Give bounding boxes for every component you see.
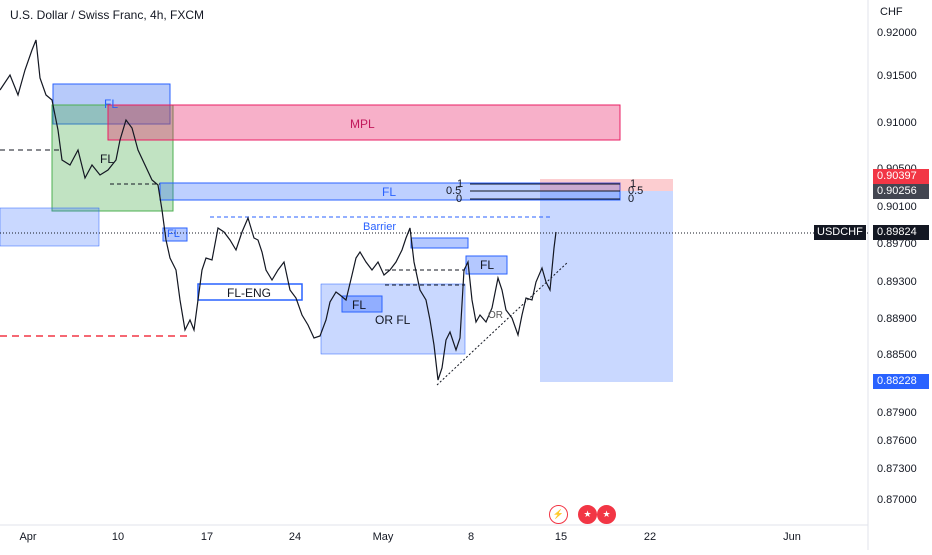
fib-05-right-label: 0.5 <box>628 185 644 197</box>
price-badge-upper: 0.90397 <box>873 169 929 184</box>
barrier-label[interactable]: Barrier <box>363 221 397 233</box>
price-tick: 0.88500 <box>877 349 917 361</box>
date-tick: Jun <box>783 531 801 543</box>
fl-top-label[interactable]: FL <box>104 97 119 111</box>
price-tick: 0.89300 <box>877 276 917 288</box>
price-badge-mid: 0.90256 <box>873 184 929 199</box>
price-tick: 0.87900 <box>877 407 917 419</box>
barrier-box <box>410 237 469 249</box>
fl-mid-label[interactable]: FL <box>382 185 397 199</box>
fib-05-label: 0.5 <box>446 185 462 197</box>
date-tick: 8 <box>467 531 475 543</box>
date-tick: 24 <box>288 531 302 543</box>
date-tick: 15 <box>554 531 568 543</box>
lightning-icon[interactable]: ⚡ <box>549 505 568 524</box>
or-fl-label[interactable]: OR FL <box>375 313 411 327</box>
projection-zone <box>540 191 673 382</box>
fl-small-left-label[interactable]: FL <box>167 228 180 240</box>
mpl-zone <box>107 104 621 141</box>
price-tick: 0.87000 <box>877 494 917 506</box>
fib-1-label: 1 <box>457 178 464 190</box>
price-tick: 0.89700 <box>877 238 917 250</box>
fib-0-right-label: 0 <box>628 193 635 205</box>
fib-0-label: 0 <box>456 193 463 205</box>
price-badge-lower: 0.88228 <box>873 374 929 389</box>
price-line <box>0 39 557 381</box>
projection-red-zone <box>540 179 673 191</box>
price-tick: 0.91000 <box>877 117 917 129</box>
price-tick: 0.91500 <box>877 70 917 82</box>
fl-center-label[interactable]: FL <box>352 298 367 312</box>
symbol-badge: USDCHF <box>814 225 866 240</box>
fl-green-label[interactable]: FL <box>100 152 115 166</box>
price-tick: 0.90100 <box>877 201 917 213</box>
last-price-badge: 0.89824 <box>873 225 929 240</box>
fib-1-right-label: 1 <box>630 178 637 190</box>
us-flag-icon[interactable]: ★ <box>597 505 616 524</box>
date-tick: 22 <box>643 531 657 543</box>
date-tick: Apr <box>19 531 37 543</box>
price-tick: 0.88900 <box>877 313 917 325</box>
fl-eng-label[interactable]: FL-ENG <box>227 286 272 300</box>
or-label[interactable]: OR <box>488 310 503 321</box>
us-flag-icon[interactable]: ★ <box>578 505 597 524</box>
chart-title: U.S. Dollar / Swiss Franc, 4h, FXCM <box>10 8 205 22</box>
mpl-label[interactable]: MPL <box>350 117 375 131</box>
blue-zone-left <box>0 207 100 247</box>
price-tick: 0.92000 <box>877 27 917 39</box>
date-tick: May <box>372 531 394 543</box>
currency-label: CHF <box>880 6 903 18</box>
fl-right-label[interactable]: FL <box>480 258 495 272</box>
date-tick: 10 <box>111 531 125 543</box>
price-tick: 0.87600 <box>877 435 917 447</box>
price-tick: 0.87300 <box>877 463 917 475</box>
date-tick: 17 <box>200 531 214 543</box>
fl-small-left-zone <box>162 227 188 242</box>
fl-eng-box <box>197 283 303 301</box>
fl-center-zone <box>341 295 383 313</box>
